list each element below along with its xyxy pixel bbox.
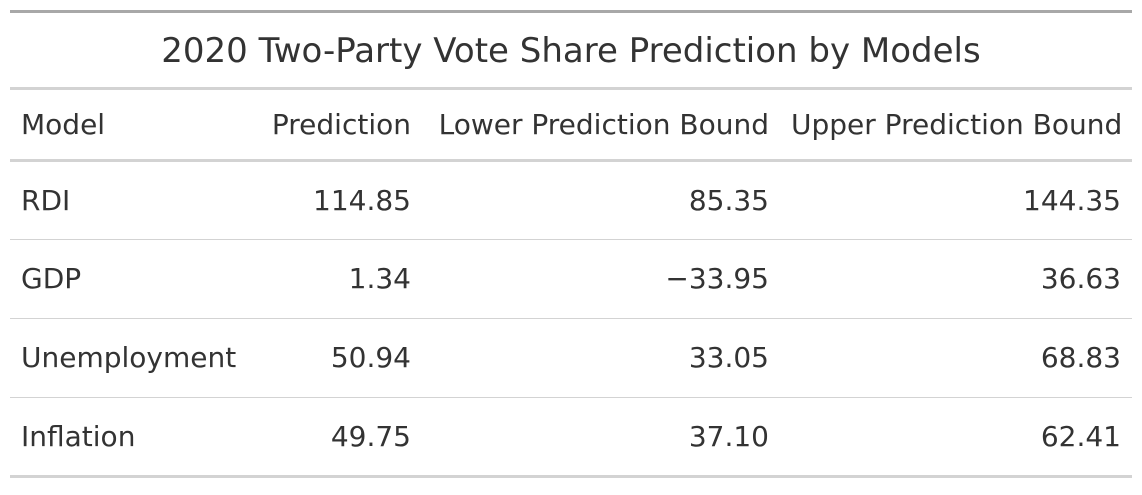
table-title: 2020 Two-Party Vote Share Prediction by …: [10, 10, 1132, 90]
column-header-model: Model: [10, 90, 250, 162]
cell-upper-bound: 68.83: [780, 317, 1132, 397]
cell-lower-bound: 37.10: [422, 396, 780, 478]
column-header-prediction: Prediction: [250, 90, 422, 162]
header-row: Model Prediction Lower Prediction Bound …: [10, 90, 1132, 162]
table-row: RDI 114.85 85.35 144.35: [10, 160, 1132, 239]
cell-model: Inflation: [10, 396, 250, 478]
column-header-upper-bound: Upper Prediction Bound: [780, 90, 1132, 162]
prediction-table: Model Prediction Lower Prediction Bound …: [10, 90, 1132, 478]
cell-prediction: 1.34: [250, 238, 422, 318]
table-row: Unemployment 50.94 33.05 68.83: [10, 317, 1132, 397]
cell-upper-bound: 144.35: [1023, 183, 1121, 217]
cell-upper-bound: 62.41: [780, 396, 1132, 478]
table-body: RDI 114.85 85.35 144.35 GDP 1.34 −33.95 …: [10, 160, 1132, 478]
table-row: GDP 1.34 −33.95 36.63: [10, 238, 1132, 318]
cell-model: RDI: [21, 183, 71, 217]
cell-upper-bound: 36.63: [780, 238, 1132, 318]
cell-prediction: 50.94: [250, 317, 422, 397]
cell-lower-bound: 85.35: [688, 183, 769, 217]
column-header-lower-bound: Lower Prediction Bound: [422, 90, 780, 162]
cell-prediction: 114.85: [313, 183, 411, 217]
cell-model: GDP: [10, 238, 250, 318]
table-row: Inflation 49.75 37.10 62.41: [10, 396, 1132, 478]
table-header: Model Prediction Lower Prediction Bound …: [10, 90, 1132, 162]
cell-model: Unemployment: [10, 317, 250, 397]
cell-lower-bound: 33.05: [422, 317, 780, 397]
cell-prediction: 49.75: [250, 396, 422, 478]
cell-lower-bound: −33.95: [422, 238, 780, 318]
prediction-table-container: 2020 Two-Party Vote Share Prediction by …: [10, 10, 1132, 478]
